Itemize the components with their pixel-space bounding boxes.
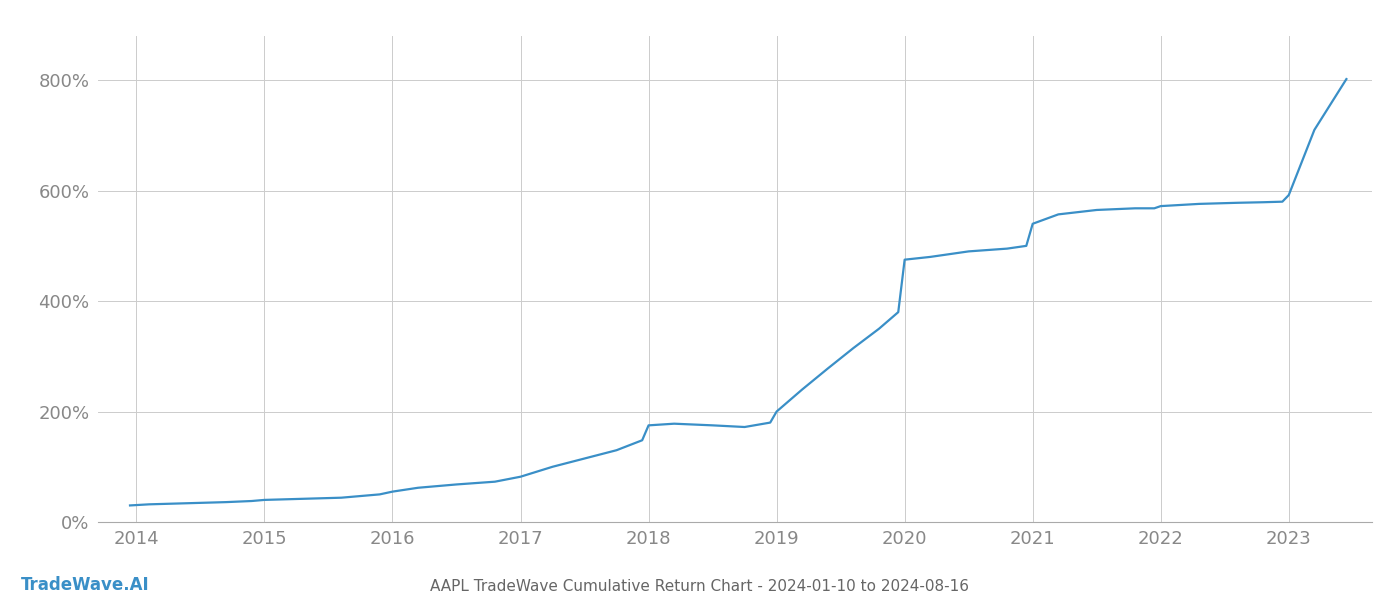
- Text: AAPL TradeWave Cumulative Return Chart - 2024-01-10 to 2024-08-16: AAPL TradeWave Cumulative Return Chart -…: [431, 579, 969, 594]
- Text: TradeWave.AI: TradeWave.AI: [21, 576, 150, 594]
